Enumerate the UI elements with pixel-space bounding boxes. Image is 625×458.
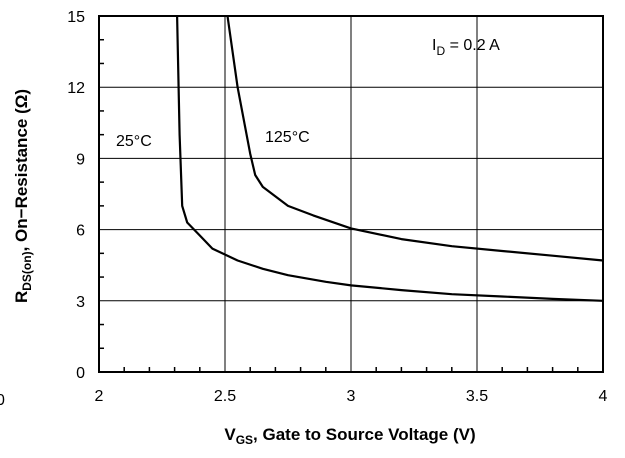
x-axis-title-subscript: GS <box>236 433 253 447</box>
y-tick-label: 15 <box>67 9 85 26</box>
y-axis-title-rest: , On−Resistance (Ω) <box>12 89 31 251</box>
y-axis-tick-labels: 0 3 6 9 12 15 <box>67 9 85 382</box>
y-tick-label: 9 <box>76 151 85 168</box>
x-tick-label: 3 <box>347 388 356 405</box>
y-tick-label: 6 <box>76 223 85 240</box>
y-axis-title: RDS(on), On−Resistance (Ω) <box>12 89 34 303</box>
annotation-subscript: D <box>436 44 445 58</box>
y-axis-title-main: R <box>12 291 31 303</box>
series-line-125c <box>226 15 604 262</box>
x-axis-title-rest: , Gate to Source Voltage (V) <box>253 425 476 444</box>
minor-ticks <box>99 38 579 372</box>
annotation-main: I <box>432 37 436 54</box>
series-label-125c: 125°C <box>265 129 310 146</box>
stray-axis-label: 0 <box>0 392 5 409</box>
drain-current-annotation: ID = 0.2 A <box>432 37 500 58</box>
annotation-rest: = 0.2 A <box>445 37 500 54</box>
x-tick-label: 2 <box>95 388 104 405</box>
x-tick-label: 4 <box>599 388 608 405</box>
x-axis-title: VGS, Gate to Source Voltage (V) <box>224 425 475 447</box>
data-series <box>176 15 604 302</box>
series-label-25c: 25°C <box>116 133 152 150</box>
x-tick-label: 2.5 <box>214 388 236 405</box>
y-tick-label: 0 <box>76 365 85 382</box>
grid-lines <box>98 15 604 373</box>
series-line-25c <box>176 15 604 302</box>
x-tick-label: 3.5 <box>466 388 488 405</box>
x-axis-title-main: V <box>224 425 236 444</box>
y-tick-label: 12 <box>67 80 85 97</box>
plot-area-frame <box>98 15 604 373</box>
x-axis-tick-labels: 2 2.5 3 3.5 4 <box>95 388 608 405</box>
y-tick-label: 3 <box>76 294 85 311</box>
y-axis-title-subscript: DS(on) <box>20 251 34 290</box>
